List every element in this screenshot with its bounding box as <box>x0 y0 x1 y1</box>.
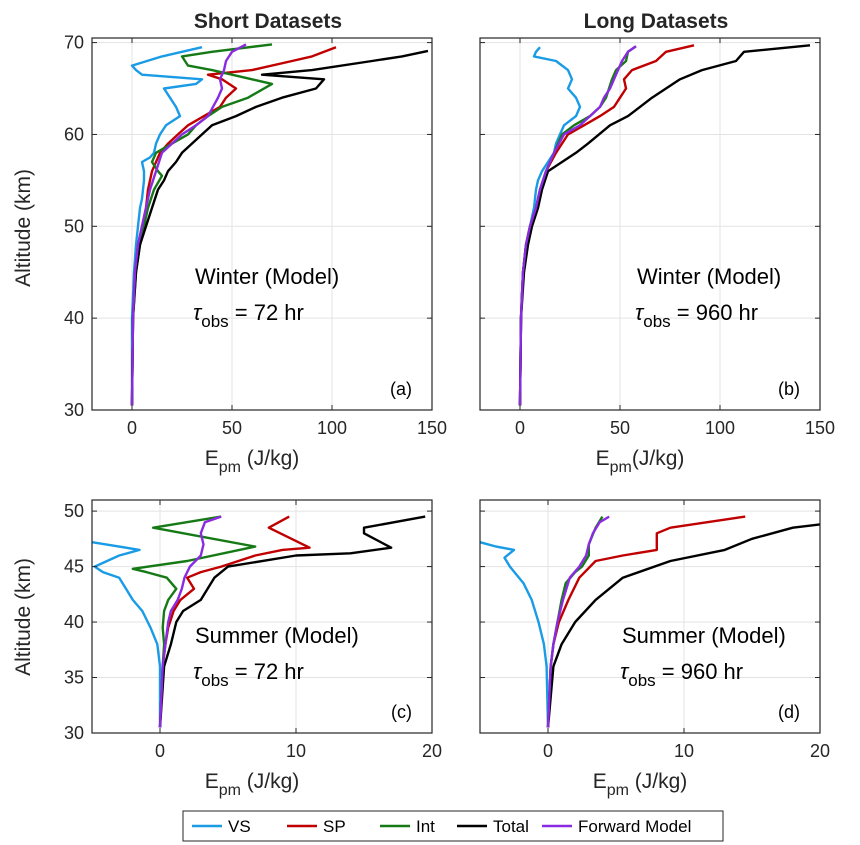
legend-item-total: Total <box>457 817 529 836</box>
legend: VS SP Int Total Forward Model <box>182 810 724 842</box>
x-tick-label: 0 <box>127 418 137 438</box>
panel-c: 0 10 20 30 35 40 45 50 Epm (J/kg) Summer (Model) τ… <box>64 499 442 799</box>
series-sp <box>518 44 695 406</box>
panel-b: 0 50 100 150 Epm(J/kg) Winter (Model) τobs = 9… <box>479 37 835 476</box>
y-tick-label: 70 <box>64 33 84 53</box>
y-tick-label: 35 <box>64 668 84 688</box>
tau-annotation: τobs = 960 hr <box>620 659 743 690</box>
series-forward-model <box>518 45 637 406</box>
season-annotation: Summer (Model) <box>195 623 359 648</box>
x-axis-label: Epm (J/kg) <box>205 770 300 799</box>
x-axis-label: Epm (J/kg) <box>205 447 300 476</box>
series-int <box>131 515 257 728</box>
legend-item-sp: SP <box>287 817 346 836</box>
series-vs <box>130 46 204 406</box>
tau-annotation: τobs = 72 hr <box>193 659 304 690</box>
x-axis-label: Epm (J/kg) <box>593 770 688 799</box>
y-tick-label: 60 <box>64 124 84 144</box>
x-tick-label: 100 <box>317 418 347 438</box>
x-tick-label: 0 <box>515 418 525 438</box>
ylabel-bottom: Altitude (km) <box>12 558 35 676</box>
legend-label: Total <box>493 817 529 836</box>
y-tick-label: 30 <box>64 400 84 420</box>
legend-label: VS <box>228 817 251 836</box>
series-total <box>518 44 811 406</box>
legend-item-vs: VS <box>192 817 251 836</box>
x-tick-label: 0 <box>155 741 165 761</box>
series-vs <box>480 541 550 728</box>
x-tick-label: 10 <box>674 741 694 761</box>
panel-a: 0 50 100 150 30 40 50 60 70 Epm (J/kg) Winter (Mod… <box>64 33 447 476</box>
y-tick-label: 40 <box>64 308 84 328</box>
tau-annotation: τobs = 72 hr <box>193 300 304 331</box>
y-tick-label: 45 <box>64 557 84 577</box>
y-tick-label: 50 <box>64 216 84 236</box>
x-tick-label: 150 <box>805 418 835 438</box>
x-tick-label: 50 <box>222 418 242 438</box>
x-tick-label: 10 <box>286 741 306 761</box>
series-total <box>158 515 426 728</box>
series-forward-model <box>546 515 610 728</box>
x-tick-label: 150 <box>417 418 447 438</box>
plot-frame <box>479 37 821 411</box>
series-total <box>130 49 429 406</box>
season-annotation: Winter (Model) <box>195 264 339 289</box>
season-annotation: Summer (Model) <box>622 623 786 648</box>
panel-d: 0 10 20 Epm (J/kg) Summer (Model) τobs = 960 … <box>479 499 830 799</box>
column-title-short: Short Datasets <box>194 10 342 33</box>
tau-annotation: τobs = 960 hr <box>635 300 758 331</box>
season-annotation: Winter (Model) <box>637 264 781 289</box>
legend-label: Int <box>416 817 435 836</box>
x-tick-label: 0 <box>543 741 553 761</box>
y-tick-label: 50 <box>64 501 84 521</box>
x-tick-label: 20 <box>422 741 442 761</box>
x-tick-label: 50 <box>610 418 630 438</box>
x-axis-label: Epm(J/kg) <box>596 447 685 476</box>
series-vs <box>92 541 162 728</box>
legend-label: Forward Model <box>578 817 691 836</box>
panel-tag: (c) <box>391 702 412 722</box>
series-forward-model <box>158 515 222 728</box>
panel-tag: (d) <box>778 702 800 722</box>
series-total <box>546 523 820 728</box>
y-tick-label: 40 <box>64 612 84 632</box>
series-forward-model <box>130 43 247 406</box>
x-tick-label: 100 <box>705 418 735 438</box>
legend-item-forward-model: Forward Model <box>542 817 691 836</box>
series-int <box>130 43 274 406</box>
y-tick-label: 30 <box>64 723 84 743</box>
panel-tag: (a) <box>390 379 412 399</box>
ylabel-top: Altitude (km) <box>12 169 35 287</box>
plot-frame <box>479 499 821 734</box>
legend-label: SP <box>323 817 346 836</box>
panel-tag: (b) <box>778 379 800 399</box>
column-title-long: Long Datasets <box>584 10 729 33</box>
plot-frame <box>91 499 433 734</box>
x-tick-label: 20 <box>810 741 830 761</box>
legend-item-int: Int <box>380 817 435 836</box>
plot-frame <box>91 37 433 411</box>
